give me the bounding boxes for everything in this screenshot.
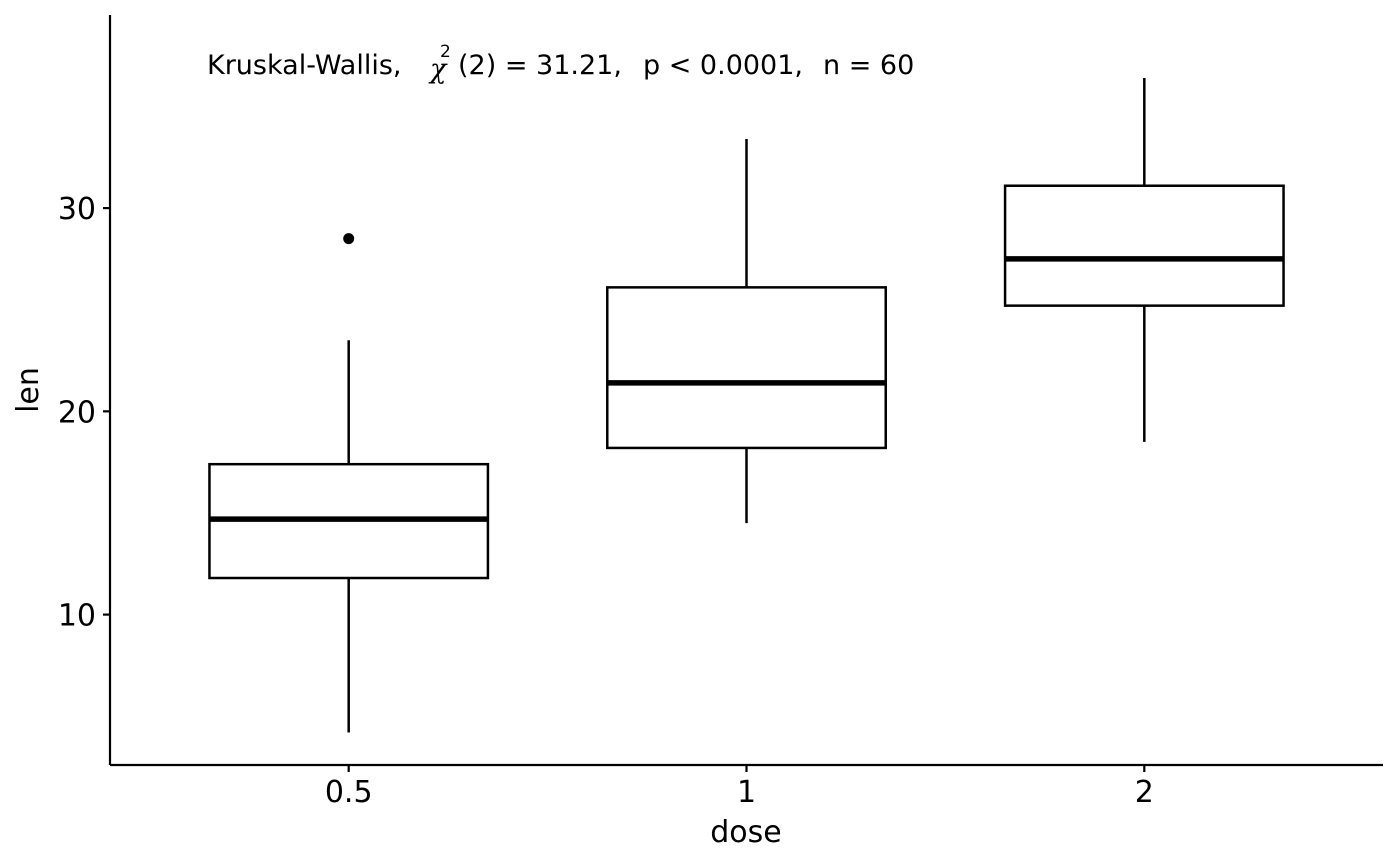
y-axis-ticks: 10 20 30 <box>58 192 110 634</box>
x-tick-label: 2 <box>1135 775 1154 810</box>
box-group <box>208 233 490 733</box>
annotation-statistic: (2) = 31.21, <box>458 50 622 81</box>
x-tick-label: 1 <box>737 775 756 810</box>
x-axis-ticks: 0.5 1 2 <box>325 765 1154 810</box>
annotation-n: n = 60 <box>823 50 914 81</box>
box-iqr <box>1003 184 1285 307</box>
y-tick-label: 20 <box>58 395 96 430</box>
y-tick-label: 30 <box>58 192 96 227</box>
box-group <box>1003 78 1285 442</box>
annotation-p-value: p < 0.0001, <box>643 50 803 81</box>
box-iqr <box>606 286 887 450</box>
annotation-chi-superscript: 2 <box>440 42 451 62</box>
y-tick-label: 10 <box>58 599 96 634</box>
plot-area <box>208 78 1285 733</box>
x-tick-label: 0.5 <box>325 775 373 810</box>
annotation-test-name: Kruskal-Wallis, <box>207 50 402 81</box>
y-axis-title: len <box>11 367 46 413</box>
annotation-chi-symbol: χ <box>428 54 448 85</box>
outlier-point <box>343 233 355 245</box>
statistical-annotation: Kruskal-Wallis, χ 2 (2) = 31.21, p < 0.0… <box>207 42 914 85</box>
x-axis-title: dose <box>710 815 781 850</box>
box-group <box>606 138 887 524</box>
